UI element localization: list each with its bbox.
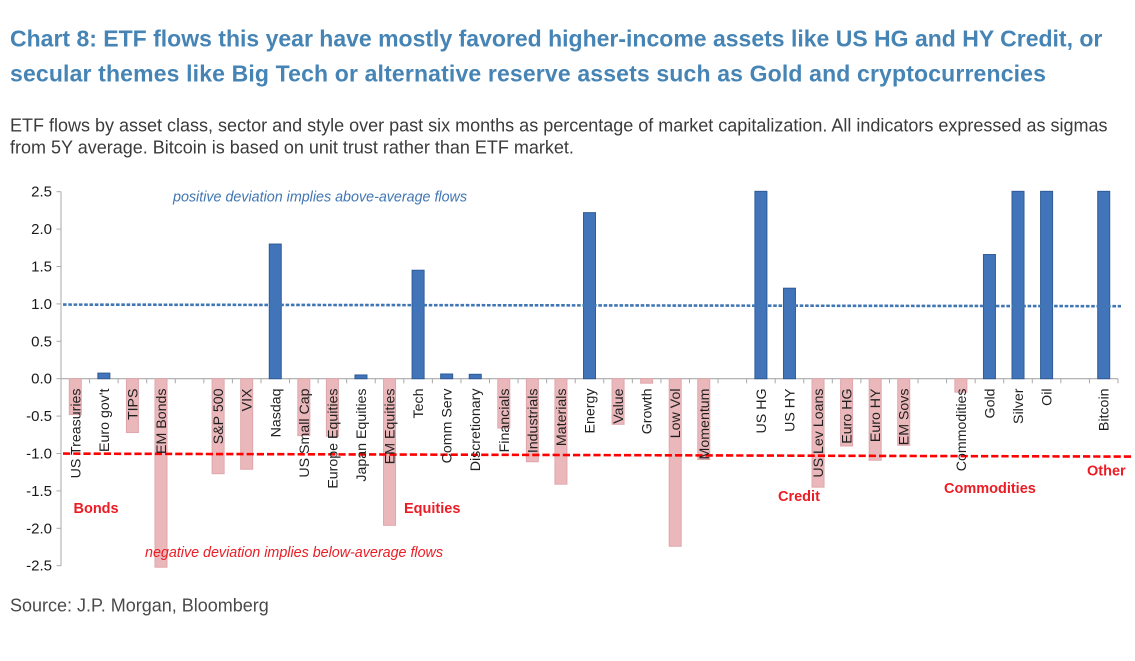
svg-text:1.5: 1.5 xyxy=(31,259,52,276)
svg-text:Europe Equities: Europe Equities xyxy=(325,389,341,489)
svg-text:2.5: 2.5 xyxy=(31,184,52,201)
svg-text:Discretionary: Discretionary xyxy=(468,388,484,472)
svg-text:Bitcoin: Bitcoin xyxy=(1097,389,1113,432)
svg-text:US Small Cap: US Small Cap xyxy=(297,388,313,477)
svg-text:EM Equities: EM Equities xyxy=(383,389,399,465)
svg-text:US Lev Loans: US Lev Loans xyxy=(811,389,827,478)
svg-text:-2.5: -2.5 xyxy=(26,558,52,575)
svg-text:1.0: 1.0 xyxy=(31,296,52,313)
svg-text:Growth: Growth xyxy=(640,389,656,435)
svg-text:Oil: Oil xyxy=(1040,389,1056,406)
svg-text:US HY: US HY xyxy=(782,388,798,432)
svg-text:from 5Y average. Bitcoin is ba: from 5Y average. Bitcoin is based on uni… xyxy=(10,138,574,158)
svg-text:Equities: Equities xyxy=(404,501,460,517)
svg-text:2.0: 2.0 xyxy=(31,221,52,238)
svg-text:Comm Serv: Comm Serv xyxy=(440,388,456,464)
svg-text:secular themes like Big Tech o: secular themes like Big Tech or alternat… xyxy=(10,61,1046,87)
svg-text:Nasdaq: Nasdaq xyxy=(268,389,284,438)
svg-text:Industrials: Industrials xyxy=(525,389,541,454)
svg-text:Gold: Gold xyxy=(982,389,998,419)
svg-text:-0.5: -0.5 xyxy=(26,408,52,425)
svg-text:0.0: 0.0 xyxy=(31,371,52,388)
svg-text:Euro gov't: Euro gov't xyxy=(97,388,113,451)
svg-text:Commodities: Commodities xyxy=(954,389,970,472)
svg-text:US HG: US HG xyxy=(754,389,770,434)
svg-text:-1.5: -1.5 xyxy=(26,483,52,500)
svg-text:Japan Equities: Japan Equities xyxy=(354,389,370,482)
svg-text:Financials: Financials xyxy=(497,389,513,453)
svg-text:Tech: Tech xyxy=(411,389,427,419)
svg-text:positive deviation implies abo: positive deviation implies above-average… xyxy=(172,190,467,206)
svg-text:ETF flows by asset class, sect: ETF flows by asset class, sector and sty… xyxy=(10,116,1107,136)
svg-text:Materials: Materials xyxy=(554,389,570,447)
svg-text:negative deviation implies bel: negative deviation implies below-average… xyxy=(145,545,443,561)
svg-text:VIX: VIX xyxy=(240,388,256,411)
svg-text:TIPS: TIPS xyxy=(125,389,141,421)
svg-text:Bonds: Bonds xyxy=(74,501,119,517)
svg-text:Source: J.P. Morgan, Bloomberg: Source: J.P. Morgan, Bloomberg xyxy=(10,596,269,616)
svg-text:Momentum: Momentum xyxy=(697,389,713,460)
svg-text:Chart 8: ETF flows this year h: Chart 8: ETF flows this year have mostly… xyxy=(10,26,1102,52)
svg-text:Energy: Energy xyxy=(583,388,599,434)
svg-text:0.5: 0.5 xyxy=(31,333,52,350)
svg-text:Euro HY: Euro HY xyxy=(868,388,884,442)
svg-text:Value: Value xyxy=(611,388,627,423)
svg-text:EM Sovs: EM Sovs xyxy=(897,389,913,446)
svg-text:US Treasuries: US Treasuries xyxy=(68,389,84,479)
svg-text:S&P 500: S&P 500 xyxy=(211,388,227,444)
svg-text:Low Vol: Low Vol xyxy=(668,389,684,439)
svg-text:-2.0: -2.0 xyxy=(26,520,52,537)
svg-text:EM Bonds: EM Bonds xyxy=(154,389,170,454)
svg-text:-1.0: -1.0 xyxy=(26,446,52,463)
svg-text:Silver: Silver xyxy=(1011,388,1027,424)
svg-text:Credit: Credit xyxy=(778,489,820,505)
svg-text:Other: Other xyxy=(1087,464,1126,480)
svg-text:Commodities: Commodities xyxy=(944,481,1036,497)
svg-text:Euro HG: Euro HG xyxy=(840,389,856,444)
